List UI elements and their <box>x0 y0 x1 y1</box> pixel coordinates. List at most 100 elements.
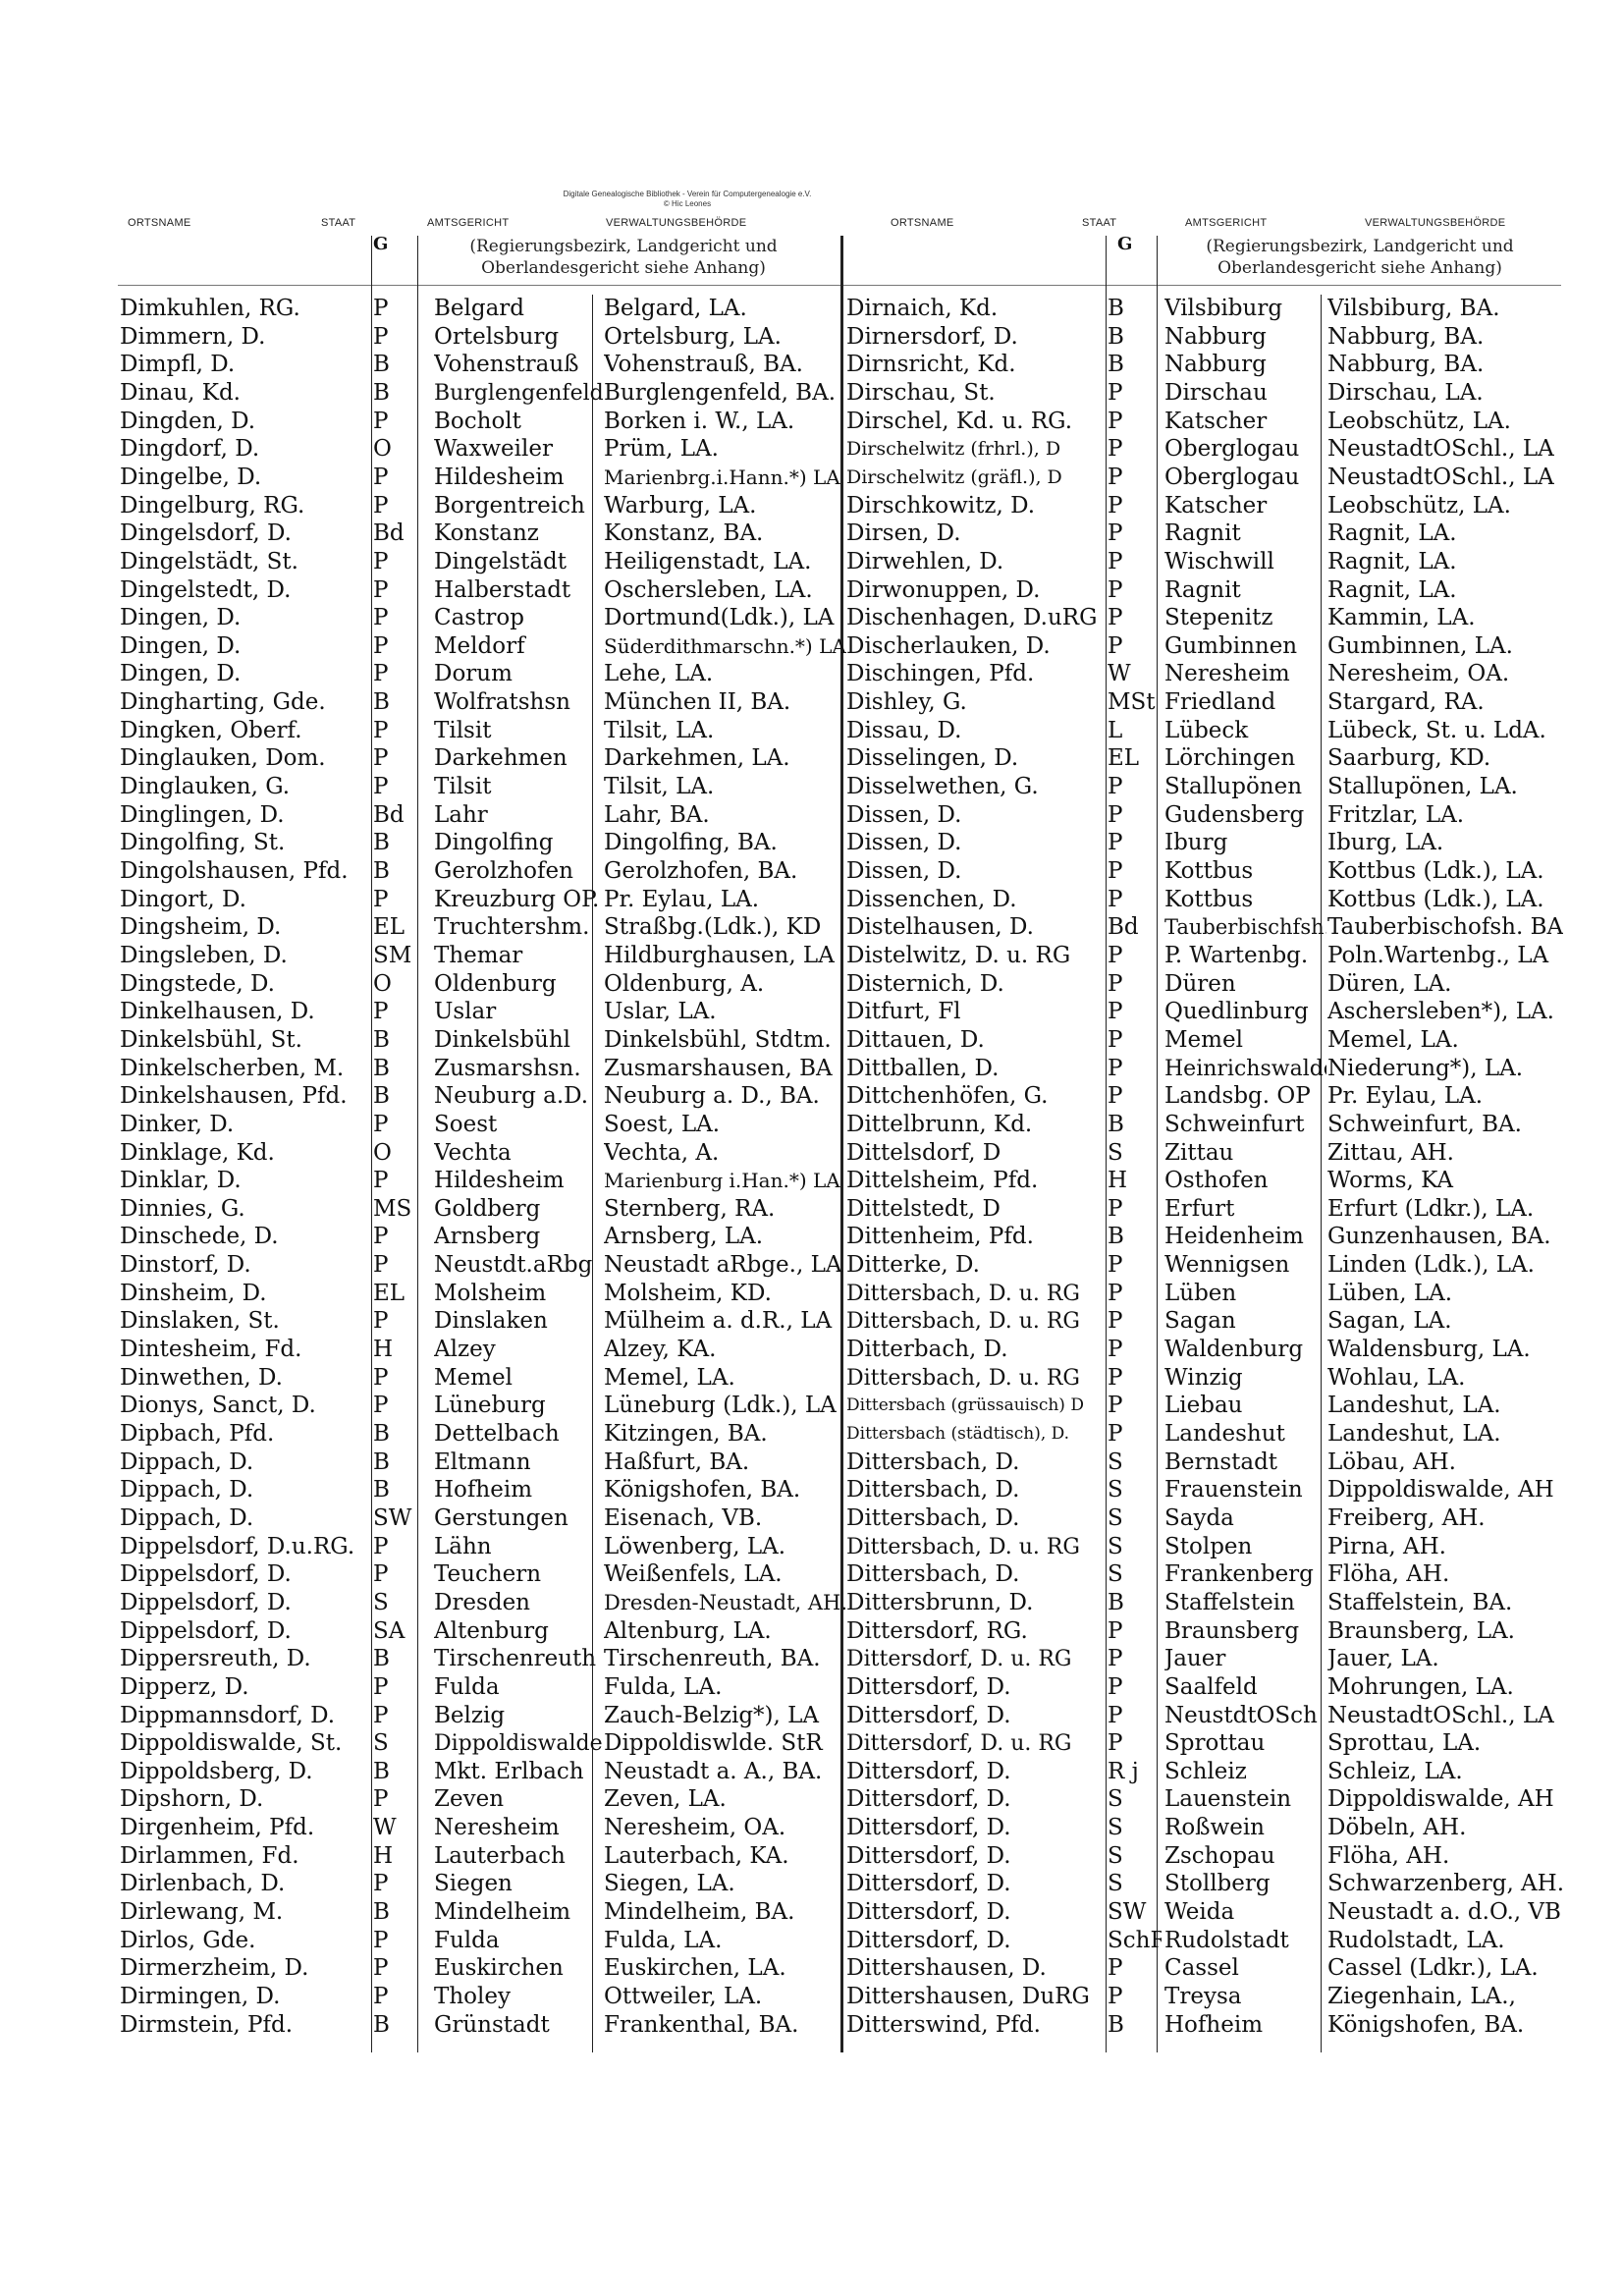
verwaltungsbehoerde-cell: Ragnit, LA. <box>1327 548 1457 574</box>
amtsgericht-cell: Soest <box>434 1111 498 1137</box>
verwaltungsbehoerde-cell: Stallupönen, LA. <box>1327 774 1518 800</box>
staat-cell: H <box>373 1337 394 1363</box>
verwaltungsbehoerde-cell: Dippoldiswalde, AH <box>1327 1477 1554 1503</box>
ortsname-cell: Dittersdorf, D. <box>846 1758 1011 1784</box>
verwaltungsbehoerde-cell: Marienbrg.i.Hann.*) LA <box>604 465 840 489</box>
ortsname-cell: Ditfurt, Fl <box>846 999 961 1025</box>
amtsgericht-cell: Landsbg. OP <box>1164 1083 1311 1110</box>
staat-cell: B <box>373 1477 390 1503</box>
ortsname-cell: Dionys, Sanct, D. <box>120 1393 316 1419</box>
staat-cell: P <box>373 1252 389 1279</box>
verwaltungsbehoerde-cell: Dirschau, LA. <box>1327 379 1484 406</box>
ortsname-cell: Dingelburg, RG. <box>120 492 305 519</box>
verwaltungsbehoerde-cell: Tilsit, LA. <box>604 717 715 743</box>
staat-cell: B <box>1108 2011 1124 2038</box>
staat-symbol-right: G <box>1117 234 1133 254</box>
amtsgericht-cell: Dingelstädt <box>434 548 568 574</box>
ortsname-cell: Dinsheim, D. <box>120 1280 267 1306</box>
ortsname-cell: Dinnies, G. <box>120 1195 245 1222</box>
amtsgericht-cell: Schleiz <box>1164 1758 1247 1784</box>
staat-cell: B <box>1108 1589 1124 1615</box>
staat-cell: P <box>373 1393 389 1419</box>
verwaltungsbehoerde-cell: Süderdithmarschn.*) LA <box>604 633 846 658</box>
staat-cell: P <box>373 1561 389 1588</box>
verwaltungsbehoerde-cell: NeustadtOSchl., LA <box>1327 436 1554 463</box>
staat-cell: B <box>373 2011 390 2038</box>
verwaltungsbehoerde-cell: Straßbg.(Ldk.), KD <box>604 914 822 941</box>
ortsname-cell: Distelwitz, D. u. RG <box>846 942 1071 968</box>
verwaltungsbehoerde-cell: Königshofen, BA. <box>1327 2011 1525 2038</box>
verwaltungsbehoerde-cell: Lauterbach, KA. <box>604 1842 789 1869</box>
amtsgericht-cell: Zittau <box>1164 1139 1234 1166</box>
staat-cell: P <box>373 1984 389 2009</box>
staat-cell: P <box>373 408 389 434</box>
ortsname-cell: Dingharting, Gde. <box>120 689 326 716</box>
amtsgericht-cell: Jauer <box>1164 1646 1226 1672</box>
amtsgericht-cell: Schweinfurt <box>1164 1111 1305 1137</box>
ortsname-cell: Dittersbach (städtisch), D. <box>846 1424 1070 1444</box>
amtsgericht-cell: Landeshut <box>1164 1421 1285 1447</box>
amtsgericht-cell: Fulda <box>434 1673 500 1700</box>
amtsgericht-cell: P. Wartenbg. <box>1164 942 1309 968</box>
verwaltungsbehoerde-cell: Vohenstrauß, BA. <box>604 352 803 378</box>
amtsgericht-cell: Tholey <box>434 1984 511 2009</box>
verwaltungsbehoerde-cell: Lehe, LA. <box>604 661 714 687</box>
header-left-verwaltung: VERWALTUNGSBEHÖRDE <box>606 217 747 229</box>
ortsname-cell: Disternich, D. <box>846 970 1004 997</box>
verwaltungsbehoerde-cell: Lübeck, St. u. LdA. <box>1327 717 1546 743</box>
verwaltungsbehoerde-cell: Flöha, AH. <box>1327 1842 1450 1869</box>
staat-cell: B <box>373 1449 390 1475</box>
verwaltungsbehoerde-cell: Tirschenreuth, BA. <box>604 1646 821 1672</box>
ortsname-cell: Ditterke, D. <box>846 1252 980 1279</box>
ortsname-cell: Dittersdorf, D. <box>846 1786 1011 1813</box>
staat-cell: P <box>373 323 389 350</box>
staat-cell: P <box>373 492 389 519</box>
ortsname-cell: Dittersdorf, D. u. RG <box>846 1731 1072 1757</box>
staat-cell: B <box>1108 323 1124 350</box>
ortsname-cell: Dinglauken, G. <box>120 774 291 800</box>
amtsgericht-cell: Zeven <box>434 1786 505 1813</box>
verwaltungsbehoerde-cell: Burglengenfeld, BA. <box>604 379 837 406</box>
staat-cell: P <box>1108 1646 1123 1672</box>
staat-cell: S <box>1108 1786 1123 1813</box>
ortsname-cell: Dittersdorf, D. <box>846 1899 1011 1926</box>
verwaltungsbehoerde-cell: Zauch-Belzig*), LA <box>604 1702 820 1728</box>
amtsgericht-cell: Gudensberg <box>1164 801 1305 828</box>
ortsname-cell: Dishley, G. <box>846 689 967 716</box>
ortsname-cell: Dippelsdorf, D.u.RG. <box>120 1533 355 1559</box>
amtsgericht-cell: Neresheim <box>1164 661 1290 687</box>
staat-cell: P <box>1108 1083 1123 1110</box>
amtsgericht-cell: Lüben <box>1164 1280 1237 1306</box>
ortsname-cell: Dingolfing, St. <box>120 830 286 856</box>
amtsgericht-cell: Stollberg <box>1164 1871 1271 1897</box>
ortsname-cell: Dissen, D. <box>846 801 962 828</box>
ortsname-cell: Dittenheim, Pfd. <box>846 1224 1034 1250</box>
ortsname-cell: Dittelstedt, D <box>846 1195 1001 1222</box>
amtsgericht-cell: Oberglogau <box>1164 436 1300 463</box>
amtsgericht-cell: Dettelbach <box>434 1421 560 1447</box>
verwaltungsbehoerde-cell: Stargard, RA. <box>1327 689 1485 716</box>
amtsgericht-cell: Siegen <box>434 1871 513 1897</box>
ortsname-cell: Dingolshausen, Pfd. <box>120 858 349 884</box>
subheader-note-right: (Regierungsbezirk, Landgericht und Oberl… <box>1159 236 1561 279</box>
ortsname-cell: Dingken, Oberf. <box>120 717 302 743</box>
ortsname-cell: Dittballen, D. <box>846 1055 1000 1081</box>
ortsname-cell: Dinkelsbühl, St. <box>120 1026 302 1053</box>
verwaltungsbehoerde-cell: Neresheim, OA. <box>604 1815 786 1841</box>
verwaltungsbehoerde-cell: Freiberg, AH. <box>1327 1504 1486 1531</box>
staat-cell: P <box>1108 830 1123 856</box>
staat-cell: P <box>373 1673 389 1700</box>
staat-cell: B <box>373 858 390 884</box>
verwaltungsbehoerde-cell: Iburg, LA. <box>1327 830 1444 856</box>
verwaltungsbehoerde-cell: Kottbus (Ldk.), LA. <box>1327 858 1544 884</box>
amtsgericht-cell: Roßwein <box>1164 1815 1265 1841</box>
staat-cell: B <box>373 1646 390 1672</box>
staat-cell: B <box>373 1421 390 1447</box>
amtsgericht-cell: Themar <box>434 942 523 968</box>
staat-cell: P <box>1108 970 1123 997</box>
staat-cell: S <box>1108 1139 1123 1166</box>
amtsgericht-cell: Memel <box>434 1364 513 1391</box>
ortsname-cell: Dittersbach, D. <box>846 1504 1020 1531</box>
amtsgericht-cell: Weida <box>1164 1899 1235 1926</box>
verwaltungsbehoerde-cell: NeustadtOSchl., LA <box>1327 464 1554 490</box>
